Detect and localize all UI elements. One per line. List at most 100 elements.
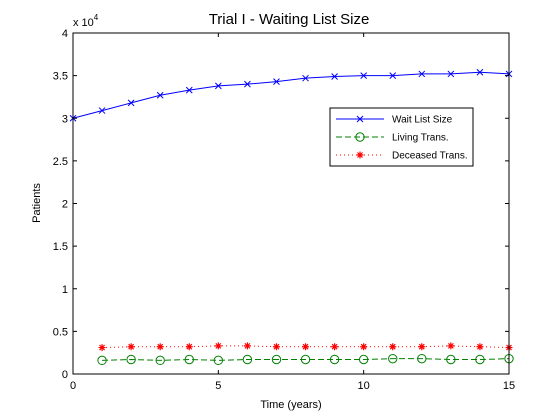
- series-living-trans-point: [242, 354, 253, 365]
- series-wait-list-size-point-shape: [476, 68, 484, 76]
- series-deceased-trans-point: [98, 344, 106, 352]
- legend-marker: [356, 151, 364, 159]
- x-tick-label: 10: [358, 380, 370, 392]
- series-living-trans-point-shape: [300, 354, 311, 365]
- series-living-trans-point-shape: [155, 355, 165, 366]
- series-wait-list-size-point-shape: [156, 91, 164, 99]
- legend-marker-shape: [356, 115, 364, 123]
- y-tick-label: 1.5: [53, 241, 68, 253]
- series-living-trans-point: [358, 354, 369, 365]
- series-deceased-trans-point-shape: [418, 343, 426, 351]
- y-exponent-power: 4: [94, 13, 99, 22]
- series-wait-list-size-point: [418, 70, 426, 78]
- series-deceased-trans-point-shape: [360, 343, 368, 351]
- series-deceased-trans-point: [156, 343, 164, 351]
- series-living-trans-line: [102, 358, 510, 361]
- series-deceased-trans-point: [447, 342, 455, 350]
- series-wait-list-size-point-shape: [214, 82, 222, 90]
- series-wait-list-size-point: [98, 107, 106, 114]
- y-tick-label: 3: [62, 113, 68, 125]
- legend-marker-shape: [356, 151, 364, 159]
- series-deceased-trans-point: [214, 342, 222, 350]
- series-wait-list-size-point-shape: [98, 107, 106, 114]
- series-deceased-trans-point: [360, 343, 368, 351]
- series-wait-list-size-point: [476, 68, 484, 76]
- series-deceased-trans-point-shape: [156, 343, 164, 351]
- series-wait-list-size-point: [389, 72, 397, 79]
- legend: Wait List Size Living Trans. Deceased Tran…: [329, 107, 474, 167]
- series-wait-list-size-point: [127, 99, 135, 107]
- series-deceased-trans-point: [331, 343, 339, 351]
- series-deceased-trans-point-shape: [389, 343, 397, 351]
- series-living-trans-point: [446, 354, 456, 365]
- y-tick-label: 4: [62, 28, 68, 40]
- series-living-trans-point-shape: [213, 355, 224, 366]
- series-deceased-trans-point: [389, 343, 397, 351]
- series-deceased-trans-point: [418, 343, 426, 351]
- series-wait-list-size-point: [331, 73, 338, 80]
- series-deceased-trans-point-shape: [302, 343, 310, 351]
- series-wait-list-size-point: [273, 78, 280, 85]
- series-living-trans-point: [213, 355, 224, 366]
- series-deceased-trans-point-shape: [98, 344, 106, 352]
- series-wait-list-size-point: [302, 74, 309, 82]
- y-tick-label: 2: [62, 199, 68, 211]
- series-wait-list-size-point-shape: [389, 72, 397, 79]
- y-axis-label: Patients: [31, 183, 43, 223]
- series-wait-list-size-point-shape: [302, 74, 309, 82]
- series-wait-list-size-point-shape: [418, 70, 426, 78]
- series-living-trans-point: [329, 354, 340, 365]
- series-deceased-trans-point-shape: [127, 343, 135, 351]
- series-living-trans-point: [184, 354, 194, 365]
- series-living-trans-point-shape: [417, 353, 427, 364]
- y-tick-label: 2.5: [53, 156, 68, 168]
- y-tick-label: 1: [62, 284, 68, 296]
- y-exponent-base: x 10: [73, 17, 94, 29]
- series-wait-list-size-point-shape: [244, 80, 251, 88]
- legend-label: Deceased Trans.: [392, 151, 468, 162]
- series-living-trans-point-shape: [446, 354, 456, 365]
- series-wait-list-size-point-shape: [273, 78, 280, 85]
- x-axis-label: Time (years): [260, 399, 321, 411]
- series-wait-list-size-point: [447, 70, 455, 78]
- series-living-trans-point-shape: [126, 354, 136, 365]
- plot-area: [73, 33, 509, 374]
- series-living-trans-point-shape: [242, 354, 253, 365]
- x-tick-label: 0: [70, 380, 76, 392]
- series-living-trans-point-shape: [329, 354, 340, 365]
- legend-marker: [356, 115, 364, 123]
- series-deceased-trans-point-shape: [447, 342, 455, 350]
- y-tick-label: 3.5: [53, 71, 68, 83]
- series-wait-list-size-point-shape: [447, 70, 455, 78]
- series-wait-list-size-point-shape: [331, 73, 338, 80]
- series-living-trans-point-shape: [388, 353, 398, 364]
- x-tick-label: 15: [503, 380, 515, 392]
- series-wait-list-size-point: [360, 72, 368, 79]
- series-deceased-trans-point-shape: [476, 343, 484, 351]
- series-deceased-trans-point: [476, 343, 484, 351]
- legend-box: [329, 107, 474, 167]
- series-living-trans-point-shape: [97, 355, 107, 366]
- series-living-trans-point-shape: [475, 354, 485, 365]
- series-wait-list-size-point: [185, 86, 193, 94]
- series-wait-list-size-point: [214, 82, 222, 90]
- series-deceased-trans-point: [243, 342, 251, 350]
- series-wait-list-size-point: [156, 91, 164, 99]
- series-living-trans-point-shape: [271, 354, 282, 365]
- chart-title: Trial I - Waiting List Size: [209, 11, 370, 28]
- series-living-trans-point: [271, 354, 282, 365]
- series-living-trans-point: [126, 354, 136, 365]
- legend-label: Wait List Size: [392, 115, 453, 126]
- x-tick-label: 5: [215, 380, 221, 392]
- series-living-trans-point-shape: [184, 354, 194, 365]
- series-living-trans-point: [155, 355, 165, 366]
- series-wait-list-size-point-shape: [360, 72, 368, 79]
- series-living-trans-point: [300, 354, 311, 365]
- series-deceased-trans-point-shape: [272, 343, 280, 351]
- series-deceased-trans-point: [302, 343, 310, 351]
- legend-marker: [355, 132, 365, 142]
- series-living-trans-point: [388, 353, 398, 364]
- y-tick-label: 0.5: [53, 326, 68, 338]
